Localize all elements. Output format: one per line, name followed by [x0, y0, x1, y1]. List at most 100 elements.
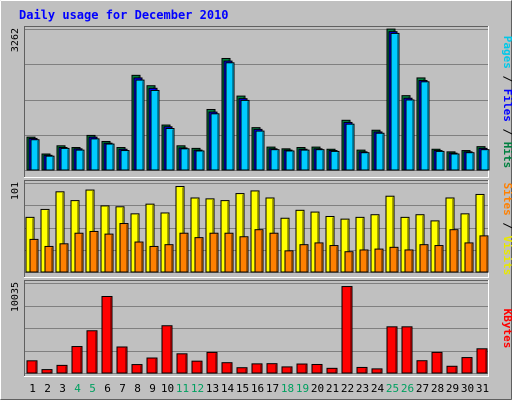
bar-kbytes-day-17 [266, 363, 278, 374]
bar-sites-day-10 [164, 244, 174, 273]
bar-pages-day-28 [435, 150, 445, 171]
bar-sites-day-26 [404, 249, 414, 273]
bar-pages-day-8 [135, 79, 145, 171]
bar-kbytes-day-6 [101, 295, 113, 374]
bar-sites-day-9 [149, 245, 159, 273]
series-label-kbytes: KBytes [501, 309, 512, 349]
bar-pages-day-11 [180, 148, 190, 171]
bar-pages-day-14 [225, 62, 235, 171]
bar-sites-day-24 [374, 248, 384, 273]
bar-pages-day-27 [420, 81, 430, 171]
bar-kbytes-day-8 [131, 364, 143, 374]
bar-pages-day-20 [315, 149, 325, 171]
series-label-separator: / [501, 122, 512, 142]
bar-sites-day-20 [314, 242, 324, 273]
bar-kbytes-day-23 [356, 366, 368, 374]
x-tick-label-day-4: 4 [74, 382, 81, 395]
panel-top: 3262 Pages / Files / Hits [10, 26, 512, 178]
x-tick-label-day-19: 19 [296, 382, 309, 395]
bar-sites-day-21 [329, 245, 339, 273]
x-axis-tick-labels: 1 2 3 4 5 6 7 8 9 10 11 12 13 14 15 16 17 18 19 20 21 22 23 24 2… [29, 382, 489, 395]
bar-sites-day-7 [119, 223, 129, 273]
bar-pages-day-24 [375, 132, 385, 171]
bar-kbytes-day-27 [416, 360, 428, 374]
bar-kbytes-day-7 [116, 346, 128, 374]
bar-pages-day-4 [75, 149, 85, 171]
bar-sites-day-4 [74, 232, 84, 273]
bar-pages-day-9 [150, 89, 160, 171]
bar-kbytes-day-18 [281, 366, 293, 374]
bar-kbytes-day-5 [86, 330, 98, 374]
bar-sites-day-16 [254, 229, 264, 273]
series-label-separator: / [501, 69, 512, 89]
bar-pages-day-3 [60, 147, 70, 171]
series-label-separator: / [501, 216, 512, 236]
x-tick-label-day-13: 13 [206, 382, 219, 395]
bar-pages-day-17 [270, 149, 280, 171]
bar-sites-day-31 [479, 235, 489, 273]
x-tick-label-day-28: 28 [431, 382, 444, 395]
bar-sites-day-22 [344, 251, 354, 273]
bar-sites-day-13 [209, 232, 219, 273]
x-tick-label-day-10: 10 [161, 382, 174, 395]
bar-pages-day-7 [120, 150, 130, 171]
bar-sites-day-2 [44, 245, 54, 273]
series-label-visits: Visits [501, 236, 512, 276]
bar-sites-day-5 [89, 230, 99, 273]
bar-sites-day-29 [449, 229, 459, 273]
bar-pages-day-21 [330, 150, 340, 171]
bar-pages-day-29 [450, 153, 460, 171]
x-tick-label-day-14: 14 [221, 382, 235, 395]
bar-kbytes-day-26 [401, 326, 413, 374]
x-tick-label-day-20: 20 [311, 382, 324, 395]
bar-kbytes-day-3 [56, 364, 68, 374]
bar-pages-day-2 [45, 155, 55, 171]
bar-pages-day-19 [300, 149, 310, 171]
panel-middle: 101 Sites / Visits [10, 180, 512, 278]
bar-sites-day-23 [359, 249, 369, 273]
bar-kbytes-day-31 [476, 348, 488, 374]
bar-pages-day-10 [165, 128, 175, 171]
x-tick-label-day-22: 22 [341, 382, 354, 395]
x-tick-label-day-18: 18 [281, 382, 294, 395]
x-tick-label-day-8: 8 [134, 382, 141, 395]
bar-pages-day-18 [285, 150, 295, 171]
x-tick-label-day-17: 17 [266, 382, 279, 395]
panel-top-series-label: Pages / Files / Hits [501, 36, 512, 169]
bar-kbytes-day-4 [71, 346, 83, 374]
bar-sites-day-1 [29, 238, 39, 273]
bar-sites-day-30 [464, 242, 474, 273]
panel-middle-series-label: Sites / Visits [501, 183, 512, 276]
bar-kbytes-day-14 [221, 362, 233, 374]
x-tick-label-day-23: 23 [356, 382, 369, 395]
x-tick-label-day-29: 29 [446, 382, 459, 395]
bar-kbytes-day-11 [176, 353, 188, 374]
bar-pages-day-16 [255, 130, 265, 171]
bar-pages-day-25 [390, 32, 400, 171]
x-tick-label-day-7: 7 [119, 382, 126, 395]
x-tick-label-day-2: 2 [44, 382, 51, 395]
bar-pages-day-22 [345, 123, 355, 171]
bar-sites-day-12 [194, 237, 204, 273]
bar-pages-day-23 [360, 152, 370, 171]
bar-kbytes-day-21 [326, 367, 338, 374]
bar-kbytes-day-9 [146, 357, 158, 374]
bar-kbytes-day-1 [26, 360, 38, 374]
chart-panels: 3262 Pages / Files / Hits 101 Sites / Visit… [10, 26, 512, 377]
x-tick-label-day-15: 15 [236, 382, 249, 395]
bar-sites-day-6 [104, 233, 114, 273]
x-tick-label-day-9: 9 [149, 382, 156, 395]
bar-kbytes-day-13 [206, 351, 218, 374]
bar-sites-day-25 [389, 246, 399, 273]
x-tick-label-day-21: 21 [326, 382, 339, 395]
bar-kbytes-day-30 [461, 357, 473, 374]
bar-pages-day-15 [240, 99, 250, 171]
bar-kbytes-day-2 [41, 369, 53, 374]
bar-kbytes-day-28 [431, 351, 443, 374]
bar-kbytes-day-10 [161, 325, 173, 374]
x-tick-label-day-16: 16 [251, 382, 264, 395]
bar-sites-day-28 [434, 245, 444, 273]
bar-sites-day-18 [284, 250, 294, 273]
series-label-pages: Pages [501, 36, 512, 69]
series-label-hits: Hits [501, 142, 512, 169]
